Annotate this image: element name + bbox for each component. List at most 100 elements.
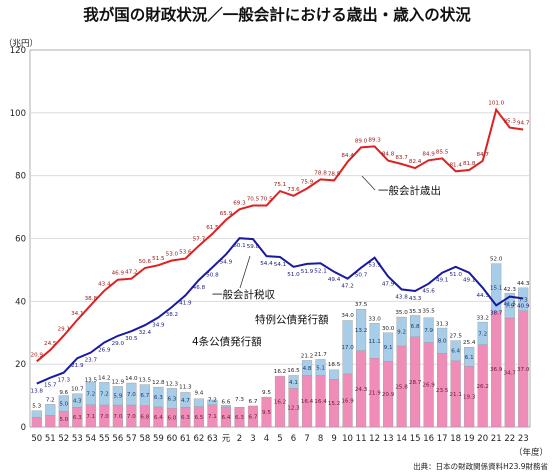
y-tick-label: 20 [15,360,26,370]
bar-total-label: 14.0 [125,376,138,382]
line-point-label: 94.7 [517,120,530,126]
line-point-label: 30.5 [125,336,138,342]
bar-label: 20.9 [382,392,395,398]
x-tick-label: 16 [423,434,434,444]
x-tick-label: 52 [58,434,69,444]
bar-tokurei [153,386,164,408]
bar-tokurei [193,398,204,407]
line-point-label: 45.6 [422,289,435,295]
line-point-label: 38.8 [85,296,98,302]
bar-label: 6.3 [73,415,82,421]
line-point-label: 84.4 [341,153,354,159]
bar-total-label: 10.7 [71,386,84,392]
line-point-label: 40.9 [517,304,530,310]
y-tick-label: 80 [15,172,26,182]
bar-tokurei [518,287,529,311]
line-point-label: 84.9 [422,151,435,157]
line-series [36,237,524,385]
bar-kensetsu [261,396,272,428]
bar-label: 9.5 [262,410,271,416]
line-point-label: 47.2 [125,270,137,276]
x-tick-label: 5 [277,434,282,444]
line-point-label: 23.7 [85,358,98,364]
line-point-label: 65.9 [220,211,233,217]
x-axis-unit: （年度） [514,447,548,458]
bar-total-label: 27.5 [449,334,462,340]
bar-total-label: 9.4 [194,390,203,396]
bar-tokurei [437,327,448,354]
bar-label: 23.5 [436,388,449,394]
line-point-label: 75.1 [274,182,287,188]
bar-tokurei [139,384,150,406]
bar-label: 17.0 [341,345,354,351]
x-tick-label: 55 [99,434,110,444]
annotation-leader [361,175,376,191]
line-point-label: 89.3 [368,137,381,143]
line-point-label: 54.4 [260,261,273,267]
line-point-label: 46.9 [112,271,125,277]
bar-label: 6.0 [167,416,176,422]
bar-total-label: 12.3 [166,381,179,387]
bar-label: 7.0 [100,414,109,420]
x-tick-label: 61 [180,434,191,444]
line-point-label: 34.1 [71,311,84,317]
line-point-label: 26.9 [98,347,111,353]
bar-total-label: 16.5 [287,368,300,374]
line-point-label: 29.1 [58,327,71,333]
bar-label: 12.3 [287,406,300,412]
line-point-label: 32.4 [139,330,152,336]
bar-tokurei [85,381,96,405]
bar-label: 24.3 [355,387,368,393]
bar-label: 7.2 [100,392,109,398]
bar-label: 7.1 [86,414,95,420]
bar-label: 4.1 [289,380,298,386]
bar-label: 5.0 [59,417,68,423]
bar-total-label: 7.3 [235,397,244,403]
bar-tokurei [423,317,434,343]
bar-tokurei [356,308,367,351]
line-point-label: 101.0 [488,101,504,107]
bar-label: 5.1 [316,365,325,371]
bar-tokurei [477,321,488,345]
line-point-label: 49.1 [436,278,449,284]
line-point-label: 89.0 [355,138,368,144]
bar-label: 6.8 [140,414,149,420]
bar-total-label: 11.3 [179,384,192,390]
bar-label: 6.4 [221,415,230,421]
bar-label: 4.7 [181,398,190,404]
bar-label: 16.4 [314,399,327,405]
bar-label: 6.8 [411,324,420,330]
x-axis: 50 51 52 53 54 55 56 57 58 59 60 61 62 63 元 2 3 4 5 6 7 8 9 10 1… [31,434,528,444]
bar-label: 9.1 [384,345,393,351]
bar-total-label: 6.6 [221,399,230,405]
bar-label: 7.0 [127,392,136,398]
line-point-label: 20.9 [31,352,44,358]
bar-total-label: 21.2 [301,353,313,359]
bar-tokurei [504,292,515,319]
bar-total-label: 35.0 [395,310,408,316]
bar-label: 6.4 [451,349,460,355]
bar-label: 7.9 [505,304,514,310]
line-point-label: 59.8 [247,244,260,250]
x-tick-label: 51 [45,434,56,444]
line-point-label: 83.7 [395,155,408,161]
bar-label: 37.0 [517,367,530,373]
line-point-label: 54.1 [274,262,287,268]
y-tick-label: 100 [10,109,26,119]
bar-kensetsu [234,407,245,428]
x-tick-label: 元 [222,434,231,444]
bar-total-label: 7.2 [46,397,55,403]
bar-label: 6.3 [167,396,176,402]
line-point-label: 53.6 [179,250,192,256]
bar-label: 5.9 [113,394,122,400]
bar-total-label: 34.0 [341,313,354,319]
bar-tokurei [491,263,502,312]
bar-label: 21.9 [368,391,381,397]
bar-label: 15.2 [328,401,340,407]
bar-tokurei [99,382,110,406]
bar-label: 16.4 [301,399,314,405]
bar-tokurei [301,360,313,376]
x-tick-label: 20 [477,434,488,444]
bar-tokurei [342,320,353,375]
